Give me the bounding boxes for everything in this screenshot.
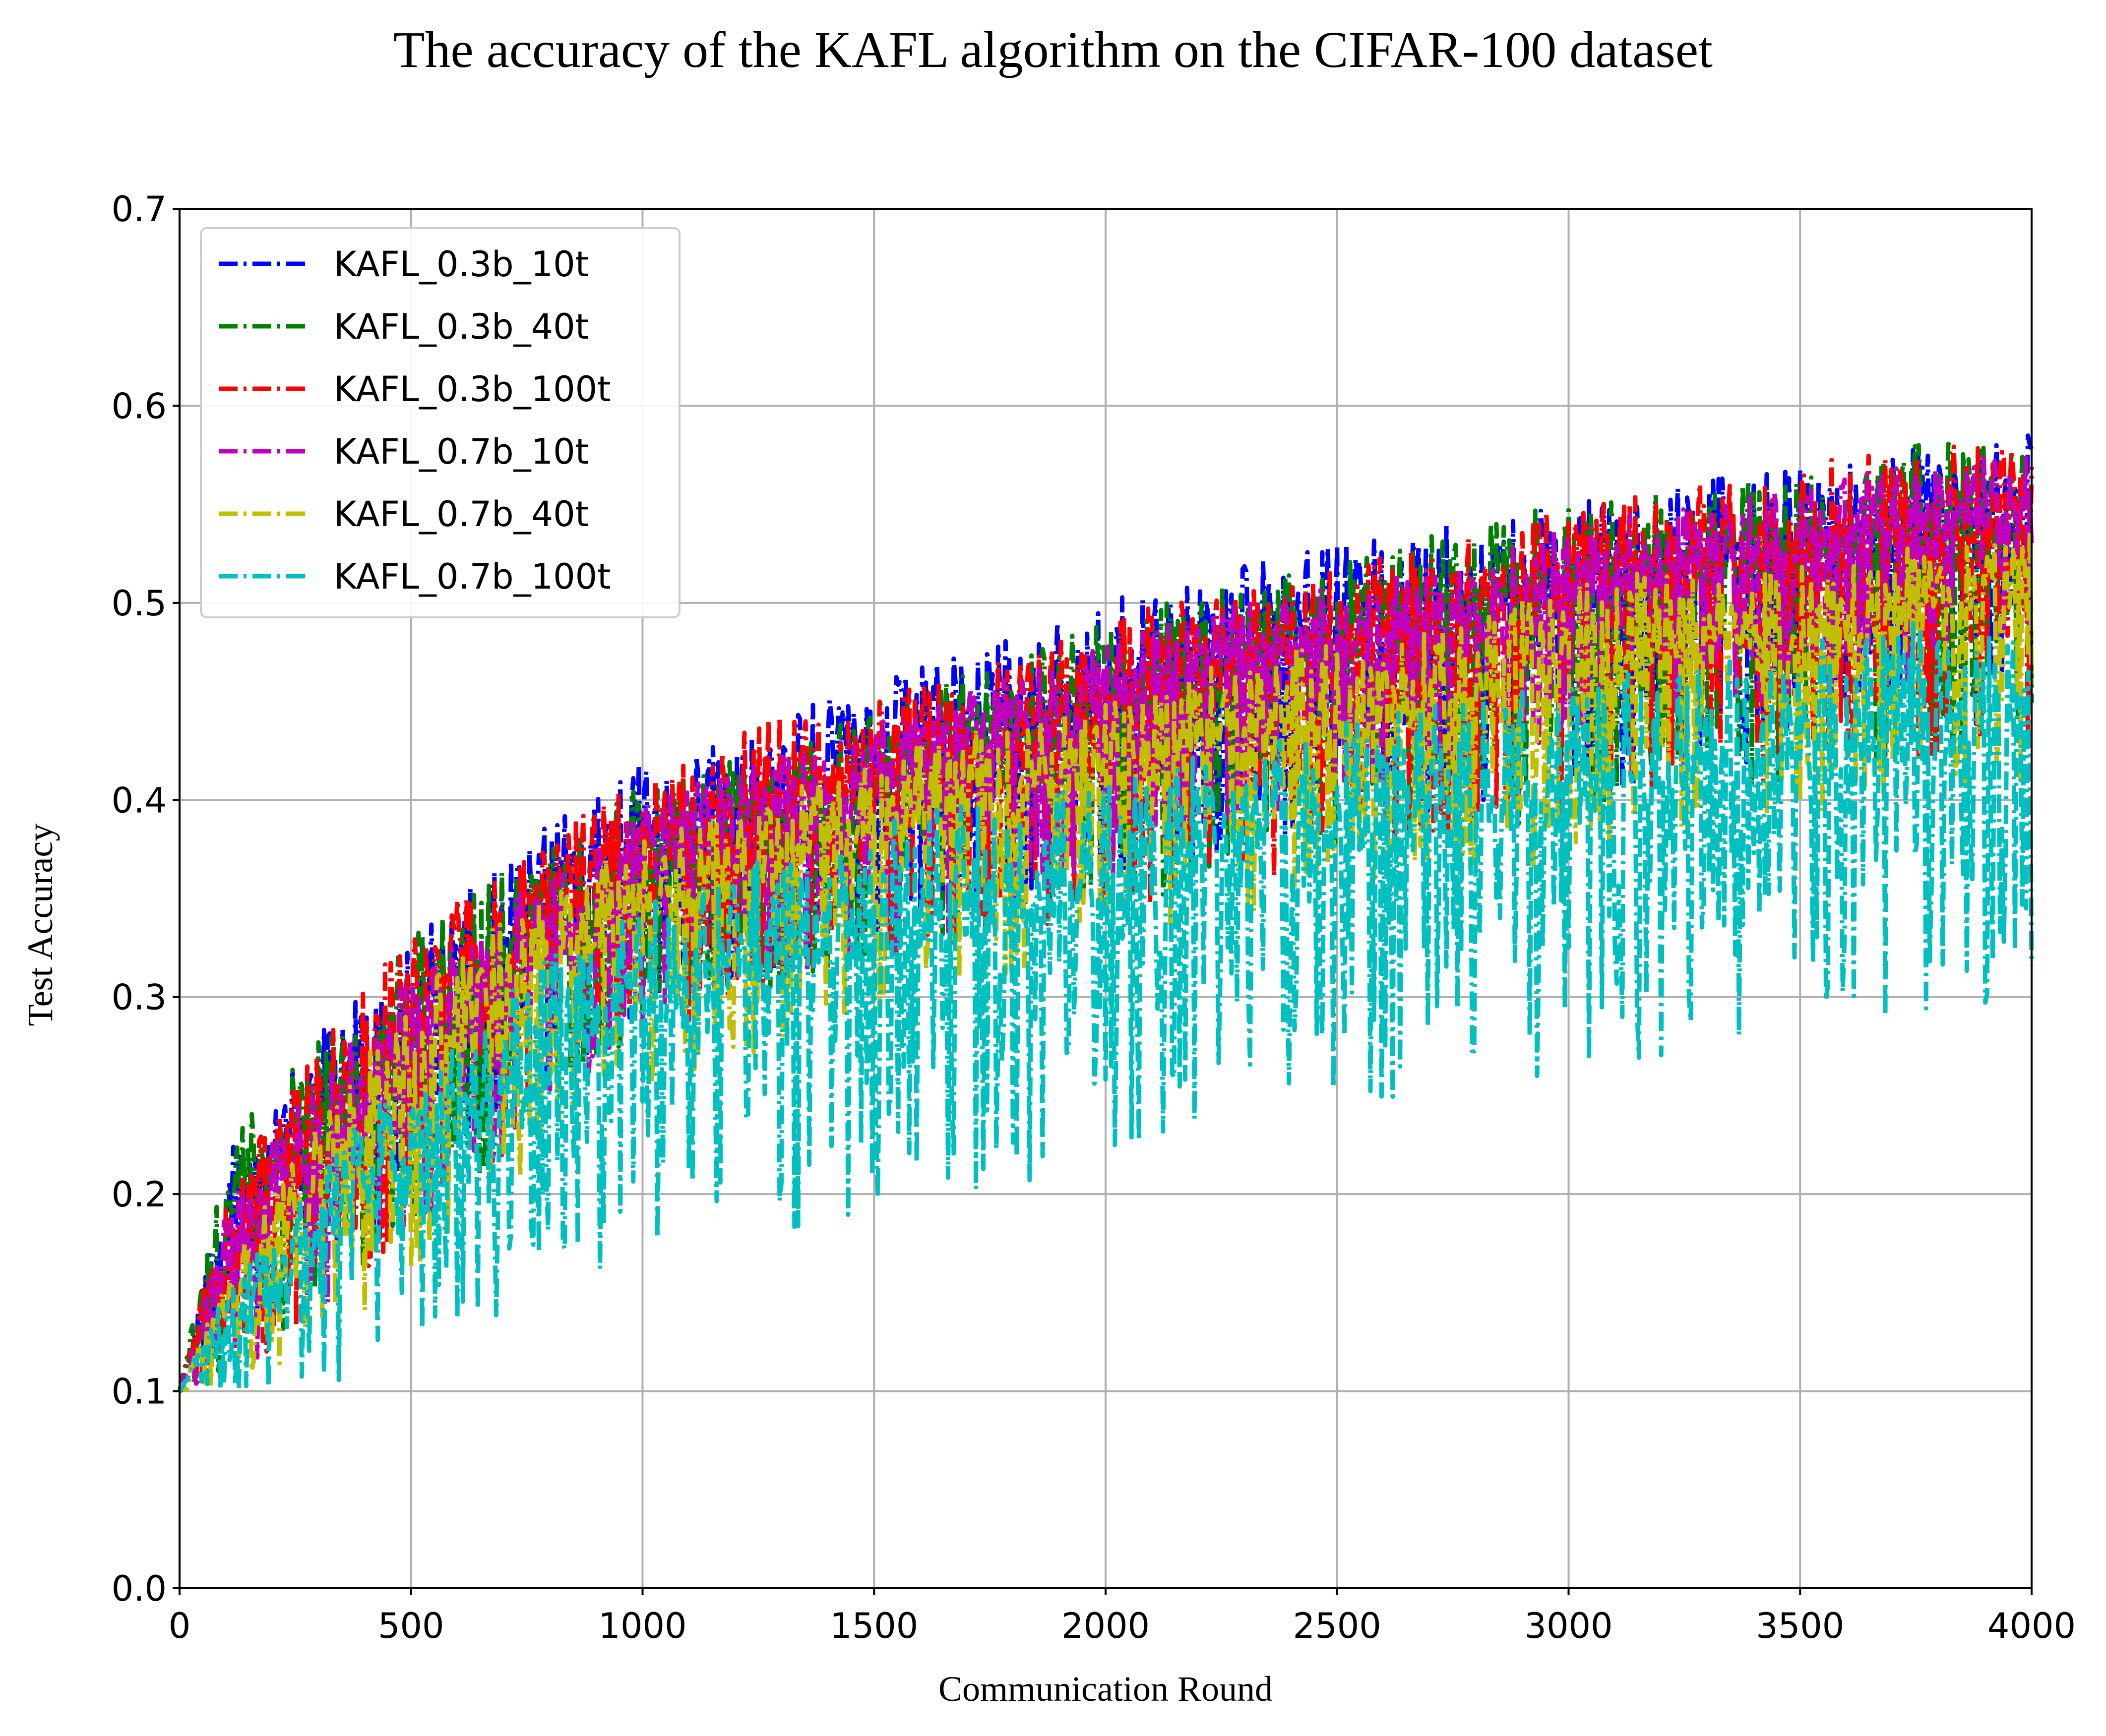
- series-KAFL_0.7b_40t: [178, 529, 2034, 1393]
- series-group: [177, 433, 2034, 1393]
- legend-entry-label: KAFL_0.3b_10t: [334, 244, 589, 285]
- y-tick-label: 0.3: [112, 977, 167, 1018]
- legend-entry-label: KAFL_0.3b_40t: [334, 306, 589, 347]
- x-tick-label: 2500: [1293, 1606, 1381, 1646]
- legend-entry-label: KAFL_0.7b_10t: [334, 431, 589, 472]
- series-line-KAFL_0.7b_100t: [178, 621, 2034, 1393]
- x-tick-label: 1500: [830, 1606, 918, 1646]
- y-tick-label: 0.0: [112, 1568, 167, 1609]
- y-tick-label: 0.5: [112, 583, 167, 624]
- legend: KAFL_0.3b_10t KAFL_0.3b_40t KAFL_0.3b_100t…: [200, 227, 681, 618]
- x-tick-label: 500: [378, 1606, 444, 1646]
- axis-ticks: 0 500 1000 1500 2000 2500 3000 3500 4000 0.0 0.1 0.…: [112, 189, 2076, 1646]
- x-tick-label: 3000: [1524, 1606, 1612, 1646]
- legend-box: [200, 227, 681, 618]
- x-tick-label: 4000: [1987, 1606, 2076, 1646]
- legend-entry-label: KAFL_0.7b_40t: [334, 494, 589, 535]
- x-tick-label: 2000: [1061, 1606, 1150, 1646]
- y-tick-label: 0.2: [112, 1174, 167, 1215]
- x-tick-label: 0: [169, 1606, 191, 1646]
- chart-title: The accuracy of the KAFL algorithm on th…: [393, 21, 1713, 78]
- y-axis-title: Test Accuracy: [20, 824, 60, 1026]
- y-tick-label: 0.4: [112, 780, 167, 821]
- y-tick-label: 0.7: [112, 189, 167, 230]
- legend-entry-label: KAFL_0.7b_100t: [334, 556, 611, 597]
- series-KAFL_0.7b_100t: [178, 621, 2034, 1393]
- y-tick-label: 0.1: [112, 1372, 167, 1412]
- x-tick-label: 3500: [1756, 1606, 1844, 1646]
- legend-entry-label: KAFL_0.3b_100t: [334, 369, 611, 410]
- x-tick-label: 1000: [598, 1606, 686, 1646]
- x-axis-title: Communication Round: [938, 1669, 1273, 1709]
- series-line-KAFL_0.7b_40t: [178, 529, 2034, 1393]
- y-tick-label: 0.6: [112, 386, 167, 426]
